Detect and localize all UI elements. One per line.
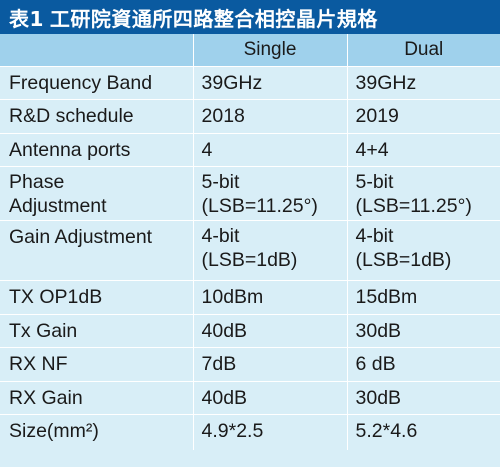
cell-text: Frequency Band — [9, 72, 153, 94]
cell-text: 4 — [201, 139, 213, 161]
cell-text: Gain Adjustment — [9, 226, 153, 248]
cell-text: 39GHz — [201, 72, 263, 94]
cell-text: Antenna ports — [9, 139, 131, 161]
cell-dual: 4+4 — [346, 133, 500, 167]
header-dual: Dual — [346, 34, 500, 67]
cell-param: R&D schedule — [0, 99, 193, 134]
table-header-row: Single Dual — [0, 34, 500, 67]
cell-single: 2018 — [192, 99, 347, 134]
cell-text: 7dB — [201, 353, 237, 375]
cell-text: RX NF — [9, 353, 68, 375]
cell-text: Tx Gain — [9, 320, 78, 342]
header-single: Single — [192, 34, 347, 67]
cell-param: TX OP1dB — [0, 280, 193, 315]
cell-text: R&D schedule — [9, 105, 134, 127]
cell-param: Phase Adjustment — [0, 166, 193, 221]
cell-dual: 2019 — [346, 99, 500, 134]
cell-text: 4-bit — [355, 225, 394, 247]
cell-text: 2018 — [201, 105, 245, 127]
cell-param: RX Gain — [0, 381, 193, 415]
cell-text: 5-bit — [355, 171, 394, 193]
cell-text: 4.9*2.5 — [201, 420, 264, 442]
header-blank — [0, 34, 193, 67]
table-title-bar: 表1 工研院資通所四路整合相控晶片規格 — [0, 0, 500, 34]
cell-dual: 6 dB — [346, 347, 500, 382]
cell-text: 10dBm — [201, 286, 264, 308]
cell-text: 4+4 — [355, 139, 389, 161]
cell-dual: 39GHz — [346, 66, 500, 100]
cell-text: 5-bit — [201, 171, 240, 193]
cell-dual: 30dB — [346, 314, 500, 348]
cell-text: (LSB=1dB) — [355, 249, 452, 271]
cell-text: 40dB — [201, 387, 248, 409]
cell-single: 10dBm — [192, 280, 347, 315]
cell-text: 39GHz — [355, 72, 417, 94]
table-number-label: 表1 — [9, 6, 44, 31]
cell-param: Antenna ports — [0, 133, 193, 167]
cell-param: Frequency Band — [0, 66, 193, 100]
cell-dual: 4-bit (LSB=1dB) — [346, 220, 500, 281]
cell-text: 40dB — [201, 320, 248, 342]
table-row: Antenna ports 4 4+4 — [0, 133, 500, 167]
cell-param: Tx Gain — [0, 314, 193, 348]
cell-dual: 30dB — [346, 381, 500, 415]
cell-text: 5.2*4.6 — [355, 420, 418, 442]
cell-text: (LSB=1dB) — [201, 249, 298, 271]
cell-single: 4 — [192, 133, 347, 167]
cell-param: Size(mm²) — [0, 414, 193, 450]
cell-single: 39GHz — [192, 66, 347, 100]
table-row: Frequency Band 39GHz 39GHz — [0, 66, 500, 100]
cell-single: 4.9*2.5 — [192, 414, 347, 450]
table-row: RX Gain 40dB 30dB — [0, 381, 500, 415]
cell-dual: 15dBm — [346, 280, 500, 315]
table-row: TX OP1dB 10dBm 15dBm — [0, 280, 500, 315]
spec-table-body: Frequency Band 39GHz 39GHz R&D schedule 2018… — [0, 66, 500, 450]
table-row: Tx Gain 40dB 30dB — [0, 314, 500, 348]
cell-text: 15dBm — [355, 286, 418, 308]
table-row: Size(mm²) 4.9*2.5 5.2*4.6 — [0, 414, 500, 450]
cell-text: (LSB=11.25°) — [201, 195, 318, 217]
cell-single: 40dB — [192, 314, 347, 348]
cell-dual: 5-bit (LSB=11.25°) — [346, 166, 500, 221]
table-row: R&D schedule 2018 2019 — [0, 99, 500, 134]
cell-single: 5-bit (LSB=11.25°) — [192, 166, 347, 221]
table-row: RX NF 7dB 6 dB — [0, 347, 500, 382]
table-title: 工研院資通所四路整合相控晶片規格 — [49, 6, 378, 31]
cell-text: RX Gain — [9, 387, 83, 409]
spec-table: Single Dual Frequency Band 39GHz 39GHz R&D … — [0, 34, 500, 450]
cell-single: 4-bit (LSB=1dB) — [192, 220, 347, 281]
table-row: Gain Adjustment 4-bit (LSB=1dB) 4-bit (LSB=1… — [0, 220, 500, 281]
cell-text: 6 dB — [355, 353, 396, 375]
cell-text: 30dB — [355, 387, 402, 409]
cell-single: 40dB — [192, 381, 347, 415]
cell-text: 4-bit — [201, 225, 240, 247]
cell-text: Phase — [9, 171, 65, 193]
cell-text: Size(mm²) — [9, 420, 99, 442]
cell-text: TX OP1dB — [9, 286, 103, 308]
cell-param: Gain Adjustment — [0, 220, 193, 281]
table-row: Phase Adjustment 5-bit (LSB=11.25°) 5-bit (LS… — [0, 166, 500, 221]
cell-text: 30dB — [355, 320, 402, 342]
cell-text: (LSB=11.25°) — [355, 195, 472, 217]
cell-single: 7dB — [192, 347, 347, 382]
cell-param: RX NF — [0, 347, 193, 382]
cell-text: 2019 — [355, 105, 399, 127]
cell-text: Adjustment — [9, 195, 107, 217]
cell-dual: 5.2*4.6 — [346, 414, 500, 450]
